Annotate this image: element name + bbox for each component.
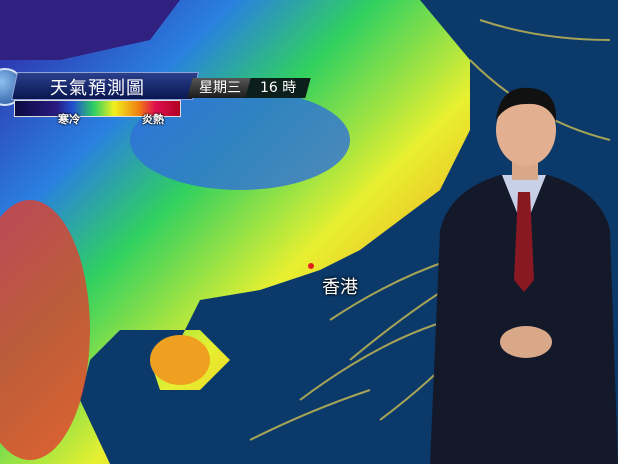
presenter [430, 87, 618, 464]
cold-label: 寒冷 [58, 113, 80, 126]
forecast-title: 天氣預測圖 [50, 78, 145, 99]
hot-region [0, 200, 90, 460]
cold-region [0, 0, 180, 60]
cool-region [130, 90, 350, 190]
hot-label: 炎熱 [142, 113, 164, 126]
wind-streamlines [249, 19, 611, 441]
hainan-island [150, 335, 210, 385]
day-badge: 星期三 [187, 78, 253, 98]
hour-badge: 16 時 [245, 78, 311, 98]
temperature-scale [14, 100, 181, 117]
hong-kong-marker [308, 263, 314, 269]
hour-text: 16 時 [259, 80, 297, 96]
city-label: 香港 [322, 277, 358, 298]
day-text: 星期三 [199, 80, 241, 96]
